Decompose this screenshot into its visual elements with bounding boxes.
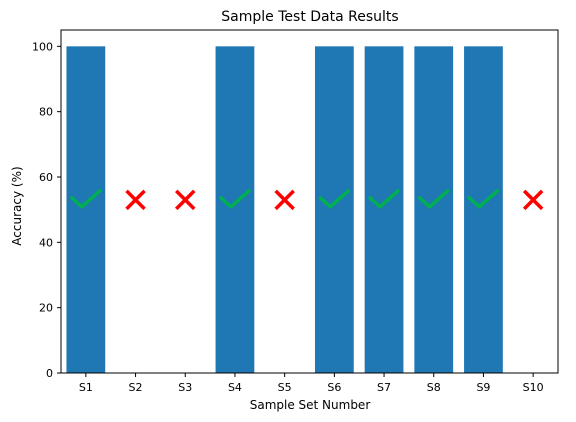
x-tick-label: S10 [523,381,544,394]
check-icon [467,189,500,209]
x-tick-label: S5 [278,381,292,394]
bar-s6 [314,46,354,373]
x-tick-label: S4 [228,381,242,394]
y-tick-label: 80 [39,106,53,119]
check-icon [418,189,450,209]
chart-title: Sample Test Data Results [221,9,398,25]
check-icon [70,189,102,209]
y-tick-label: 60 [39,171,53,184]
plot-frame [60,29,559,374]
x-tick-label: S8 [427,381,441,394]
bar-s7 [364,46,404,373]
bar-s4 [215,46,255,373]
y-tick-label: 20 [39,302,53,315]
x-tick-label: S1 [79,381,93,394]
y-axis: 0 20 40 60 80 100 [32,40,61,380]
bar-s9 [464,46,503,373]
bar-s8 [414,46,454,373]
y-tick-label: 100 [32,40,53,53]
x-tick-label: S9 [476,381,490,394]
x-axis-label: Sample Set Number [250,398,371,412]
plot-area [60,29,559,374]
bars [66,46,503,373]
y-axis-label: Accuracy (%) [10,166,24,245]
cross-icon [274,189,295,211]
y-tick-label: 0 [46,367,53,380]
check-icon [219,189,251,209]
cross-icon [125,189,146,211]
cross-icon [522,189,544,211]
cross-icon [175,189,196,211]
x-axis: S1 S2 S3 S4 S5 S6 S7 S8 S9 S10 [79,373,544,394]
y-tick-label: 40 [39,236,53,249]
x-tick-label: S7 [377,381,391,394]
markers [70,189,544,211]
x-tick-label: S6 [327,381,341,394]
check-icon [368,189,400,209]
bar-s1 [66,46,106,373]
x-tick-label: S3 [178,381,192,394]
check-icon [318,189,351,209]
x-tick-label: S2 [129,381,143,394]
